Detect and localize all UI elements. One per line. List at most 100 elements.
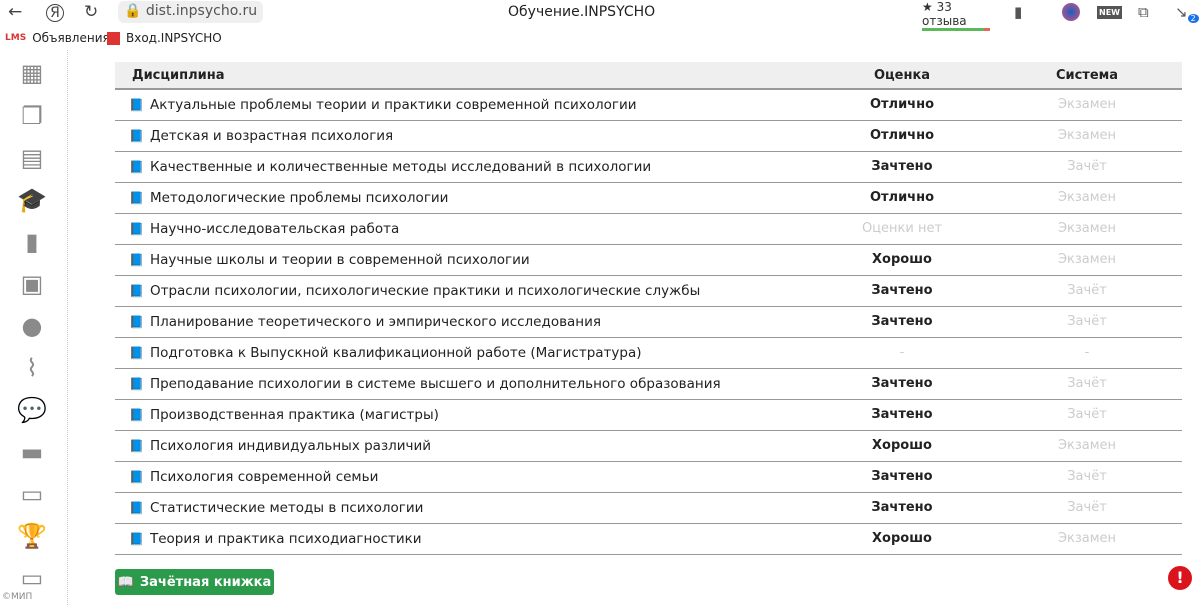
table-row: 📘 Научно-исследовательская работа Оценки … — [115, 213, 1182, 245]
discipline-cell[interactable]: 📘 Психология индивидуальных различий — [115, 430, 812, 462]
discipline-name: Качественные и количественные методы исс… — [149, 158, 652, 175]
gradebook-button[interactable]: 📖 Зачётная книжка — [115, 569, 274, 595]
lms-icon: LMS — [5, 33, 27, 43]
trophy-icon[interactable]: 🏆 — [17, 522, 47, 550]
folder-icon[interactable]: ▬ — [20, 438, 44, 466]
gradebook-label: Зачётная книжка — [139, 574, 272, 590]
book-icon: 📘 — [129, 221, 144, 236]
grade-cell: Хорошо — [812, 430, 992, 462]
reload-icon[interactable]: ↻ — [84, 2, 99, 22]
archive-icon[interactable]: ▭ — [20, 480, 44, 508]
grade-cell: Зачтено — [812, 306, 992, 338]
book-icon: 📘 — [129, 252, 144, 267]
paperclip-icon[interactable]: ⌇ — [26, 354, 38, 382]
new-extension-icon[interactable]: NEW — [1097, 6, 1122, 19]
bookmark-label: Объявления — [32, 31, 110, 45]
back-icon[interactable]: ← — [8, 2, 23, 22]
table-row: 📘 Актуальные проблемы теории и практики с… — [115, 89, 1182, 121]
discipline-name: Методологические проблемы психологии — [149, 189, 449, 206]
graduation-cap-icon[interactable]: 🎓 — [17, 186, 47, 214]
header-discipline: Дисциплина — [115, 62, 812, 90]
system-cell: - — [992, 337, 1182, 369]
grade-cell: Зачтено — [812, 151, 992, 183]
book-icon: 📘 — [129, 438, 144, 453]
book-icon: 📘 — [129, 283, 144, 298]
book-icon: 📘 — [129, 376, 144, 391]
grade-cell: Зачтено — [812, 461, 992, 493]
table-row: 📘 Научные школы и теории в современной пс… — [115, 244, 1182, 276]
discipline-cell[interactable]: 📘 Статистические методы в психологии — [115, 492, 812, 524]
book-icon: 📘 — [129, 469, 144, 484]
calendar-icon[interactable]: ▤ — [20, 144, 44, 172]
system-cell: Экзамен — [992, 120, 1182, 152]
grade-cell: Отлично — [812, 182, 992, 214]
downloads-badge: 2 — [1187, 14, 1199, 23]
grade-cell: Зачтено — [812, 368, 992, 400]
discipline-cell[interactable]: 📘 Планирование теоретического и эмпиричес… — [115, 306, 812, 338]
system-cell: Экзамен — [992, 244, 1182, 276]
browser-extension-icon[interactable] — [1062, 3, 1080, 21]
grade-cell: Зачтено — [812, 492, 992, 524]
table-row: 📘 Качественные и количественные методы ис… — [115, 151, 1182, 183]
credit-card-icon[interactable]: ▭ — [20, 564, 44, 592]
table-row: 📘 Психология индивидуальных различий Хоро… — [115, 430, 1182, 462]
grade-cell: Зачтено — [812, 399, 992, 431]
discipline-cell[interactable]: 📘 Отрасли психологии, психологические пра… — [115, 275, 812, 307]
system-cell: Зачёт — [992, 461, 1182, 493]
discipline-cell[interactable]: 📘 Качественные и количественные методы ис… — [115, 151, 812, 183]
system-cell: Экзамен — [992, 182, 1182, 214]
discipline-cell[interactable]: 📘 Преподавание психологии в системе высше… — [115, 368, 812, 400]
reviews-text: 33 отзыва — [922, 0, 967, 28]
video-file-icon[interactable]: ▣ — [20, 270, 44, 298]
comments-icon[interactable]: 💬 — [17, 396, 47, 424]
alert-icon[interactable]: ! — [1168, 566, 1192, 590]
grade-cell: Хорошо — [812, 244, 992, 276]
yandex-icon[interactable]: Я — [46, 4, 64, 22]
book-icon: 📘 — [129, 345, 144, 360]
documents-icon[interactable]: ❐ — [21, 102, 43, 130]
grades-table: Дисциплина Оценка Система 📘 Актуальные пр… — [115, 62, 1182, 555]
book-icon: 📘 — [129, 97, 144, 112]
grade-cell: Зачтено — [812, 275, 992, 307]
bookmark-label: Вход.INPSYCHO — [126, 31, 222, 45]
discipline-name: Актуальные проблемы теории и практики со… — [149, 96, 637, 113]
discipline-cell[interactable]: 📘 Детская и возрастная психология — [115, 120, 812, 152]
bookmark-icon[interactable]: ▮ — [25, 228, 39, 256]
discipline-cell[interactable]: 📘 Актуальные проблемы теории и практики с… — [115, 89, 812, 121]
users-icon[interactable]: ● — [21, 312, 43, 340]
book-icon: 📘 — [129, 407, 144, 422]
discipline-cell[interactable]: 📘 Подготовка к Выпускной квалификационной… — [115, 337, 812, 369]
discipline-name: Психология современной семьи — [149, 468, 379, 485]
discipline-cell[interactable]: 📘 Методологические проблемы психологии — [115, 182, 812, 214]
discipline-cell[interactable]: 📘 Психология современной семьи — [115, 461, 812, 493]
bookmark-announcements[interactable]: LMS Объявления — [5, 31, 110, 45]
grid-icon[interactable]: ▦ — [20, 59, 44, 87]
copyright: ©МИП — [2, 592, 33, 602]
system-cell: Экзамен — [992, 89, 1182, 121]
bookmark-icon[interactable]: ▮ — [1014, 3, 1023, 21]
system-cell: Зачёт — [992, 399, 1182, 431]
reviews-badge[interactable]: ★ 33 отзыва — [922, 0, 990, 31]
table-row: 📘 Отрасли психологии, психологические пра… — [115, 275, 1182, 307]
discipline-name: Планирование теоретического и эмпирическ… — [149, 313, 602, 330]
table-row: 📘 Статистические методы в психологии Зачт… — [115, 492, 1182, 524]
address-bar[interactable]: 🔒 dist.inpsycho.ru — [118, 1, 264, 23]
book-icon: 📘 — [129, 314, 144, 329]
discipline-cell[interactable]: 📘 Научные школы и теории в современной пс… — [115, 244, 812, 276]
bookmark-login[interactable]: Вход.INPSYCHO — [107, 31, 222, 45]
system-cell: Зачёт — [992, 492, 1182, 524]
discipline-name: Психология индивидуальных различий — [149, 437, 432, 454]
downloads-icon[interactable]: ↘ 2 — [1175, 3, 1199, 23]
system-cell: Зачёт — [992, 151, 1182, 183]
discipline-cell[interactable]: 📘 Научно-исследовательская работа — [115, 213, 812, 245]
collections-icon[interactable]: ⧉ — [1138, 3, 1149, 21]
table-row: 📘 Планирование теоретического и эмпиричес… — [115, 306, 1182, 338]
table-row: 📘 Производственная практика (магистры) За… — [115, 399, 1182, 431]
system-cell: Экзамен — [992, 213, 1182, 245]
discipline-cell[interactable]: 📘 Производственная практика (магистры) — [115, 399, 812, 431]
discipline-name: Преподавание психологии в системе высшег… — [149, 375, 721, 392]
browser-toolbar: ← Я ↻ 🔒 dist.inpsycho.ru Обучение.INPSYC… — [0, 0, 1200, 31]
bookmarks-bar: LMS Объявления Вход.INPSYCHO — [0, 28, 1200, 48]
table-row: 📘 Детская и возрастная психология Отлично… — [115, 120, 1182, 152]
discipline-cell[interactable]: 📘 Теория и практика психодиагностики — [115, 523, 812, 555]
